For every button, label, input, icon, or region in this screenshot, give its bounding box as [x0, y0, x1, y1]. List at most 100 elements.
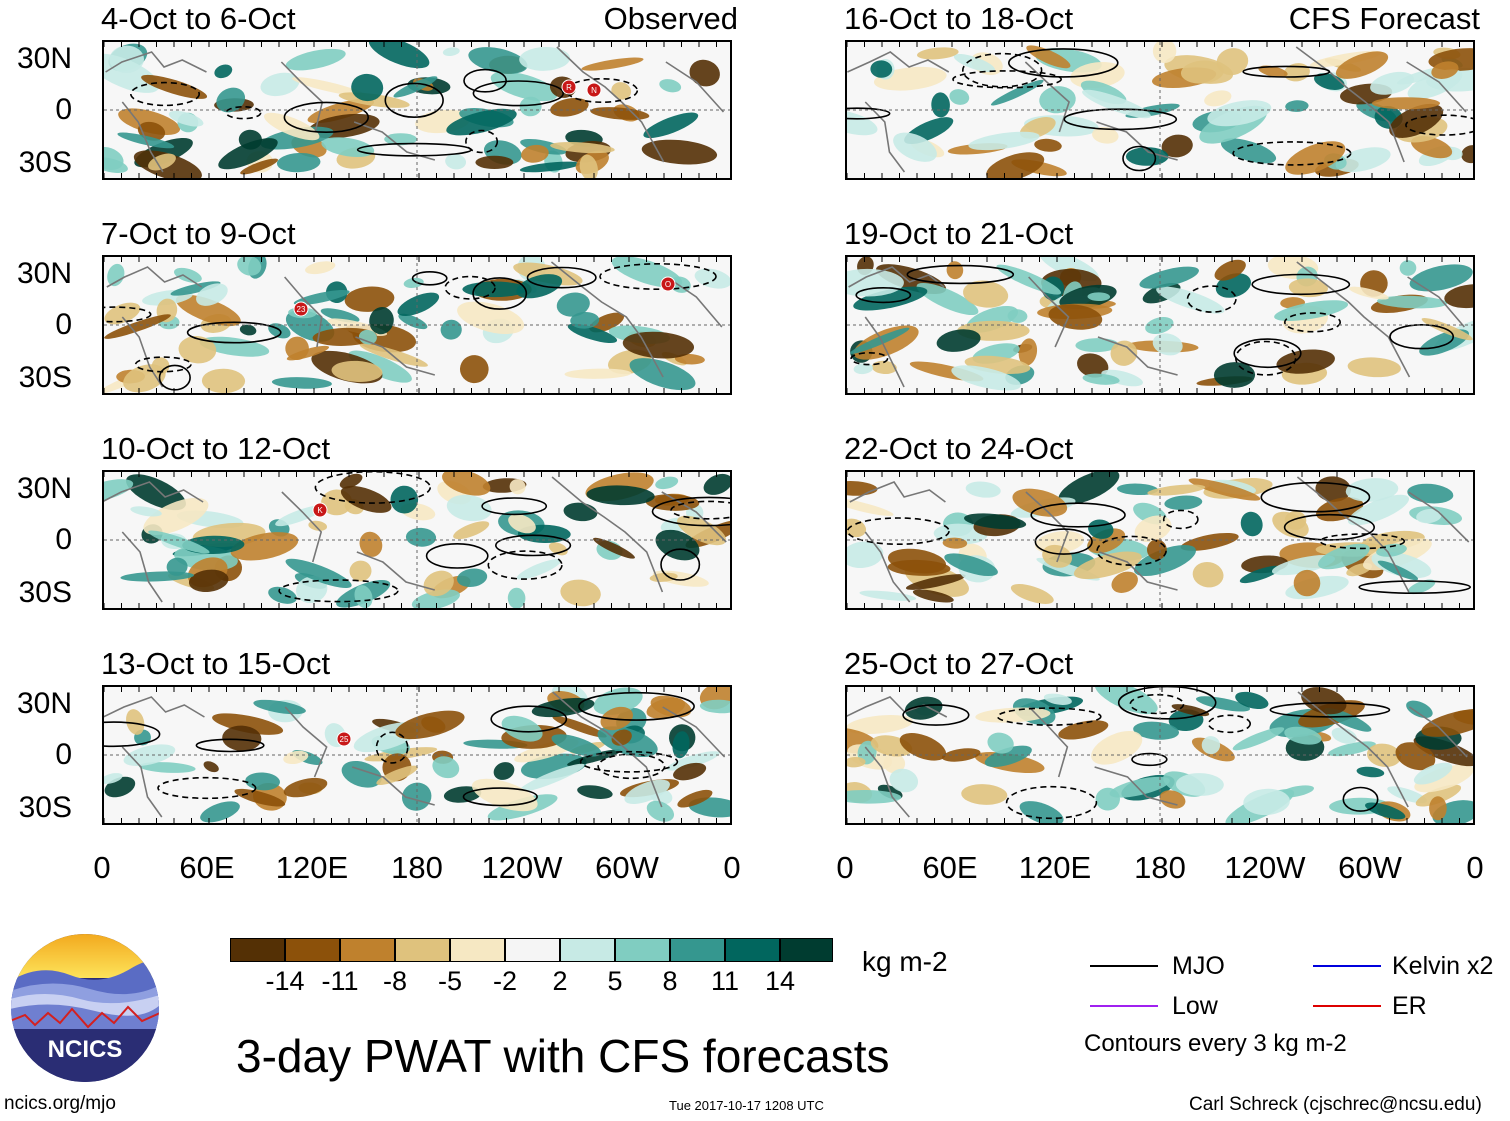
- anomaly-region: [344, 286, 395, 312]
- coastline: [864, 746, 910, 818]
- anomaly-region: [672, 731, 690, 759]
- colorbar-label: -5: [437, 966, 463, 996]
- anomaly-region: [1042, 544, 1073, 568]
- anomaly-region: [1092, 126, 1119, 144]
- anomaly-region: [1279, 785, 1315, 798]
- anomaly-region: [283, 777, 328, 798]
- coastline: [1098, 551, 1178, 591]
- mjo-contour: [526, 266, 597, 289]
- anomaly-region: [1421, 708, 1473, 737]
- anomaly-region: [646, 800, 675, 822]
- anomaly-region: [1180, 532, 1239, 551]
- anomaly-region: [847, 110, 878, 136]
- coastline: [662, 706, 726, 758]
- anomaly-region: [397, 292, 440, 317]
- anomaly-region: [1147, 484, 1206, 496]
- panel-title-obs-4: 13-Oct to 15-Oct: [101, 646, 331, 681]
- anomaly-region: [468, 47, 528, 74]
- anomaly-region: [174, 267, 202, 283]
- panel-obs-3: K: [102, 470, 732, 610]
- map-field: 25: [104, 687, 730, 823]
- anomaly-region: [1139, 266, 1199, 289]
- anomaly-region: [666, 751, 720, 771]
- anomaly-region: [916, 282, 979, 316]
- mjo-contour: [1389, 323, 1455, 350]
- anomaly-region: [240, 158, 279, 175]
- mjo-contour: [579, 750, 679, 773]
- anomaly-region: [1010, 584, 1054, 604]
- coastline: [351, 766, 435, 806]
- mjo-contour: [1030, 502, 1126, 528]
- anomaly-region: [643, 112, 699, 139]
- mjo-contour: [578, 691, 695, 721]
- anomaly-region: [1019, 801, 1064, 823]
- anomaly-region: [655, 476, 679, 490]
- coastline: [551, 476, 664, 593]
- anomaly-region: [963, 280, 1009, 308]
- anomaly-region: [107, 263, 125, 287]
- colorbar-swatch: [725, 938, 780, 962]
- coastline: [556, 46, 665, 163]
- anomaly-region: [1094, 687, 1158, 715]
- colorbar-swatch: [285, 938, 340, 962]
- storm-marker-label: R: [566, 83, 572, 92]
- anomaly-region: [1331, 727, 1357, 744]
- ylabel-30s: 30S: [18, 361, 72, 394]
- storm-marker: [660, 276, 676, 292]
- xlabel: 60E: [179, 850, 235, 885]
- anomaly-region: [1389, 103, 1444, 138]
- anomaly-region: [622, 331, 695, 359]
- anomaly-region: [1284, 726, 1322, 745]
- anomaly-region: [513, 262, 583, 286]
- footer-site-link[interactable]: ncics.org/mjo: [4, 1093, 116, 1114]
- anomaly-region: [1429, 796, 1447, 821]
- coastline: [106, 266, 203, 288]
- storm-marker: [312, 502, 328, 518]
- coastline: [849, 481, 946, 503]
- anomaly-region: [393, 76, 438, 98]
- anomaly-region: [1058, 472, 1120, 505]
- anomaly-region: [1043, 693, 1072, 705]
- coastline: [550, 261, 664, 378]
- mjo-contour: [670, 500, 730, 520]
- mjo-contour: [1242, 65, 1331, 78]
- coastline: [1296, 476, 1410, 593]
- mjo-contour: [1358, 580, 1472, 594]
- anomaly-region: [519, 161, 581, 173]
- anomaly-region: [1201, 736, 1221, 755]
- panel-title-obs-1: 4-Oct to 6-Oct: [101, 1, 296, 36]
- coastline: [864, 101, 906, 173]
- colorbar-swatch: [780, 938, 833, 962]
- anomaly-region: [1176, 773, 1224, 796]
- anomaly-region: [1293, 569, 1321, 597]
- anomaly-region: [493, 762, 515, 780]
- mjo-contour: [283, 101, 369, 134]
- anomaly-region: [443, 786, 482, 803]
- mjo-contour: [1117, 687, 1217, 720]
- anomaly-region: [148, 530, 210, 554]
- ylabel-30n: 30N: [16, 472, 72, 505]
- legend-label-mjo: MJO: [1172, 952, 1225, 980]
- colorbar-label: -11: [321, 966, 359, 996]
- footer-author: Carl Schreck (cjschrec@ncsu.edu): [1189, 1094, 1482, 1115]
- anomaly-region: [964, 513, 1027, 530]
- anomaly-region: [1134, 544, 1196, 577]
- main-title: 3-day PWAT with CFS forecasts: [236, 1030, 890, 1082]
- coastline: [1407, 276, 1465, 328]
- anomaly-region: [359, 343, 428, 367]
- anomaly-region: [531, 697, 595, 718]
- anomaly-region: [1111, 571, 1138, 593]
- coastline: [1096, 121, 1178, 161]
- anomaly-region: [1007, 309, 1028, 323]
- anomaly-region: [126, 474, 186, 511]
- coastline: [1408, 491, 1470, 543]
- anomaly-region: [1271, 555, 1336, 576]
- anomaly-region: [178, 336, 217, 364]
- map-field: 23 O: [104, 257, 730, 393]
- xlabel: 0: [93, 850, 111, 885]
- anomaly-region: [359, 531, 383, 557]
- storm-marker: [293, 301, 309, 317]
- anomaly-region: [1091, 731, 1143, 765]
- anomaly-region: [126, 709, 145, 735]
- anomaly-region: [446, 108, 517, 136]
